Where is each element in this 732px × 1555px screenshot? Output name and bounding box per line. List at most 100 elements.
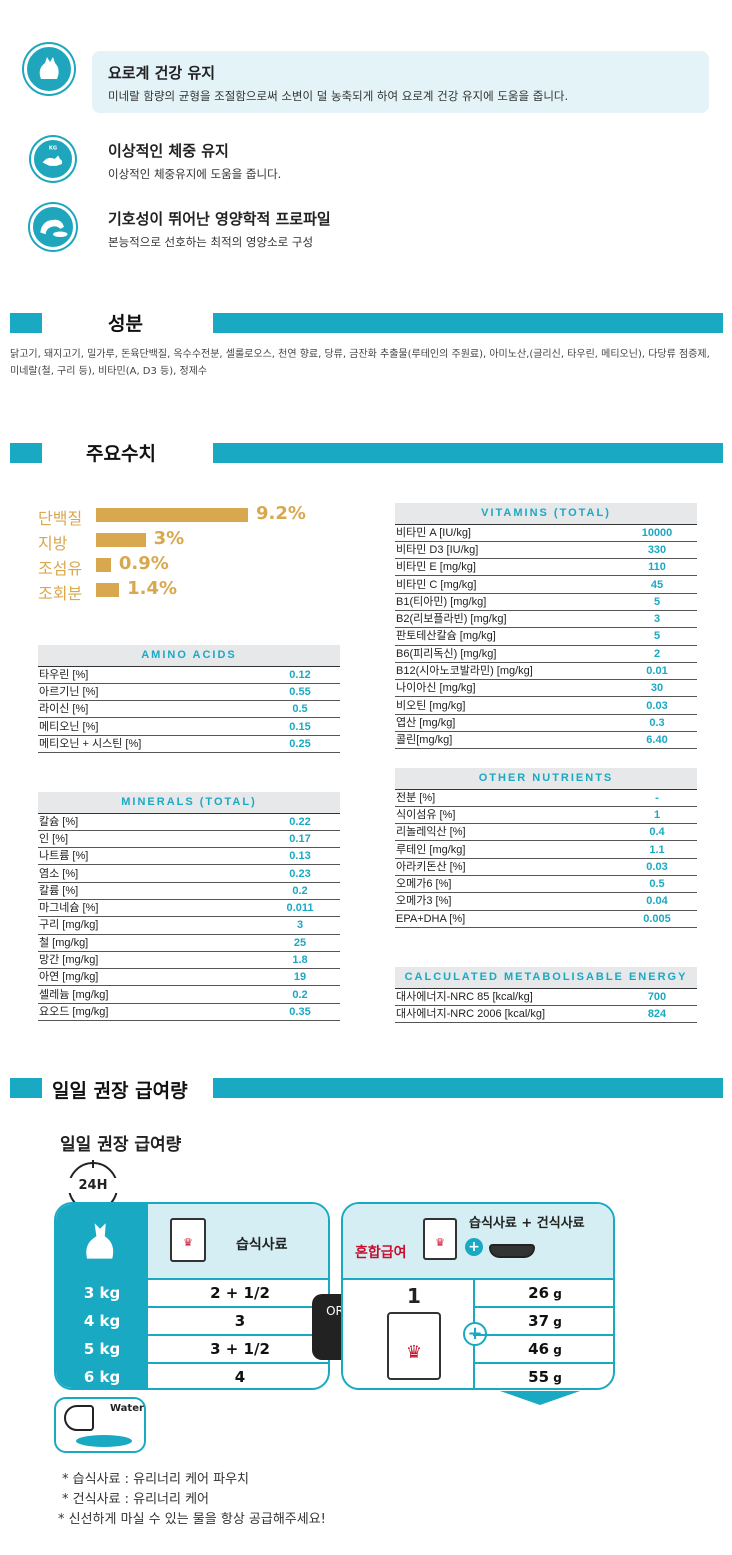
dry-amount-cell: 26 g [475,1280,613,1307]
cat-icon-cell [56,1204,148,1278]
nutrient-name: B2(리보플라빈) [mg/kg] [395,610,617,629]
table-row: 비오틴 [mg/kg] 0.03 [395,696,697,715]
table-header: VITAMINS (TOTAL) [395,503,697,525]
table-row: 마그네슘 [%] 0.011 [38,899,340,918]
table-row: 나이아신 [mg/kg] 30 [395,679,697,698]
nutrient-amount: 0.011 [260,899,340,918]
nutrient-amount: 110 [617,558,697,577]
table-row: 오메가6 [%] 0.5 [395,875,697,894]
ingredients-title: 성분 [108,313,143,335]
row-divider [343,1278,613,1280]
table-row: 전분 [%] - [395,789,697,807]
energy-table: CALCULATED METABOLISABLE ENERGY 대사에너지-NRC… [395,967,697,1024]
nutrient-amount: 0.5 [260,700,340,719]
wet-amount-cell: 3 + 1/2 [210,1340,270,1358]
section-bar-right [213,443,723,463]
table-row: 칼륨 [%] 0.2 [38,882,340,900]
note-dry: * 건식사료 : 유리너리 케어 [62,1492,210,1507]
feeding-section-title: 일일 권장 급여량 [52,1080,188,1102]
table-row: EPA+DHA [%] 0.005 [395,910,697,928]
table-row: 식이섬유 [%] 1 [395,806,697,825]
table-row: 철 [mg/kg] 25 [38,934,340,952]
urinary-cat-icon [24,44,74,94]
cat-icon [86,1223,114,1259]
nutrient-amount: 0.22 [260,813,340,831]
nutrient-amount: 3 [617,610,697,629]
section-bar-left [10,313,42,333]
nutrient-amount: 0.2 [260,985,340,1004]
crown-icon: ♛ [405,1342,423,1363]
nutrient-name: 대사에너지-NRC 85 [kcal/kg] [395,988,617,1006]
nutrient-amount: 3 [260,916,340,935]
table-row: 아연 [mg/kg] 19 [38,968,340,987]
nutrient-amount: 6.40 [617,731,697,750]
mixed-food-panel: 혼합급여 ♛ + 습식사료 + 건식사료 1 ♛ + 26 g37 g46 g5… [341,1202,615,1390]
nutrient-name: 아르기닌 [%] [38,683,260,702]
nutrient-amount: 0.12 [260,666,340,684]
nutrient-name: B6(피리독신) [mg/kg] [395,645,617,663]
pouch-icon: ♛ [387,1312,441,1380]
table-row: 아라키돈산 [%] 0.03 [395,858,697,876]
vitamins-table: VITAMINS (TOTAL) 비타민 A [IU/kg] 10000 비타민 D3… [395,503,697,750]
nutrient-value: 0.9% [118,553,169,574]
feeding-subtitle: 일일 권장 급여량 [60,1135,182,1155]
nutrient-amount: 1 [617,806,697,825]
nutrient-amount: 0.25 [260,735,340,753]
nutrient-name: 마그네슘 [%] [38,899,260,918]
nutrient-amount: 0.5 [617,875,697,894]
table-row: 타우린 [%] 0.12 [38,666,340,684]
nutrient-name: 라이신 [%] [38,700,260,719]
section-bar-right [213,313,723,333]
nutrient-amount: 0.15 [260,717,340,736]
dry-amount-cell: 37 g [475,1308,613,1335]
table-row: 메티오닌 + 시스틴 [%] 0.25 [38,735,340,753]
table-row: 리놀레익산 [%] 0.4 [395,823,697,842]
nutrient-name: 요오드 [mg/kg] [38,1003,260,1022]
nutrient-amount: 0.4 [617,823,697,842]
table-row: 콜린[mg/kg] 6.40 [395,731,697,750]
table-row: 대사에너지-NRC 85 [kcal/kg] 700 [395,988,697,1006]
nutrient-name: 나이아신 [mg/kg] [395,679,617,698]
nutrient-name: 타우린 [%] [38,666,260,684]
nutrient-name: 리놀레익산 [%] [395,823,617,842]
kg-badge: KG [49,146,57,152]
row-divider [56,1334,328,1336]
nutrient-label: 조섬유 [38,559,83,578]
nutrient-name: 나트륨 [%] [38,847,260,866]
note-water: * 신선하게 마실 수 있는 물을 항상 공급해주세요! [58,1512,326,1527]
nutrient-name: 염소 [%] [38,864,260,883]
row-divider [473,1306,613,1308]
nutrient-amount: 0.2 [260,882,340,900]
table-row: 셀레늄 [mg/kg] 0.2 [38,985,340,1004]
nutrient-value: 3% [153,528,185,549]
mixed-label: 혼합급여 [355,1245,407,1261]
nutrient-amount: 700 [617,988,697,1006]
nutrient-name: 칼륨 [%] [38,882,260,900]
bowl-icon [489,1244,535,1258]
nutrient-amount: 0.03 [617,858,697,876]
nutrient-name: 콜린[mg/kg] [395,731,617,750]
nutrient-amount: 0.13 [260,847,340,866]
section-bar-left [10,1078,42,1098]
nutrient-name: 비타민 E [mg/kg] [395,558,617,577]
row-divider [473,1334,613,1336]
nutrient-name: 아라키돈산 [%] [395,858,617,876]
nutrient-amount: - [617,789,697,807]
nutrient-bar [96,583,120,597]
nutrient-amount: 25 [260,934,340,952]
nutrient-amount: 5 [617,593,697,611]
nutrient-name: 엽산 [mg/kg] [395,714,617,733]
dry-amount-unit: g [549,1371,562,1385]
nutrient-name: 아연 [mg/kg] [38,968,260,987]
mixed-pouch-count: 1 [407,1284,421,1308]
benefit-1-desc: 미네랄 함량의 균형을 조절함으로써 소변이 덜 농축되게 하여 요로계 건강 … [108,89,569,103]
nutrient-amount: 45 [617,575,697,594]
nutrient-amount: 330 [617,541,697,560]
nutrient-name: 비오틴 [mg/kg] [395,696,617,715]
table-row: 구리 [mg/kg] 3 [38,916,340,935]
table-row: 망간 [mg/kg] 1.8 [38,951,340,970]
nutrient-amount: 0.35 [260,1003,340,1022]
table-row: 인 [%] 0.17 [38,830,340,849]
nutrient-amount: 0.04 [617,892,697,911]
nutrient-label: 지방 [38,534,68,553]
